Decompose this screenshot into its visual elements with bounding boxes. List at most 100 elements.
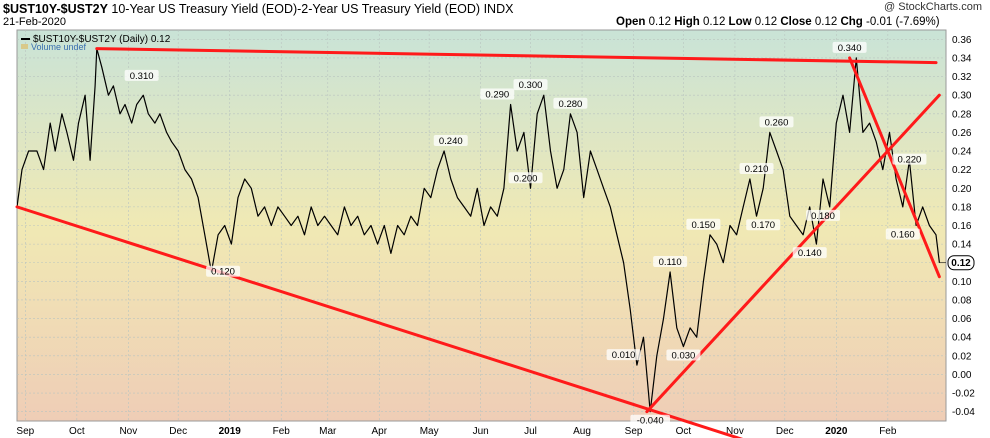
annotations: 0.310 0.120 0.240 0.290 0.300 0.200 0.280 0.010… [124, 41, 927, 427]
y-tick-label: 0.20 [952, 184, 972, 195]
high-label: High [674, 16, 700, 28]
chart-header: $UST10Y-$UST2Y 10-Year US Treasury Yield… [0, 0, 990, 30]
annotation-bg [746, 219, 781, 231]
low-value: 0.12 [754, 16, 778, 28]
y-tick-label: 0.34 [952, 53, 972, 64]
annotation-bg [206, 265, 241, 277]
last-value-badge [947, 255, 975, 271]
annotation-label: 0.170 [751, 220, 775, 231]
chg-label: Chg [840, 16, 863, 28]
y-tick-label: -0.04 [952, 407, 975, 418]
annotation-label: 0.150 [691, 220, 715, 231]
open-value: 0.12 [648, 16, 671, 28]
x-tick-label: Aug [573, 426, 591, 437]
annotation-label: 0.310 [130, 71, 154, 82]
annotation-label: 0.160 [891, 230, 915, 241]
annotation-label: 0.030 [672, 351, 696, 362]
y-tick-label: 0.26 [952, 128, 972, 139]
y-tick-label: 0.24 [952, 147, 972, 158]
x-tick-label: Jul [524, 426, 537, 437]
annotation-label: 0.260 [765, 117, 789, 128]
low-label: Low [728, 16, 752, 28]
last-value-label: 0.12 [951, 258, 971, 269]
x-tick-label: 2019 [219, 426, 242, 437]
annotation-label: 0.140 [798, 248, 822, 259]
y-tick-label: 0.22 [952, 165, 972, 176]
y-tick-label: -0.02 [952, 389, 975, 400]
annotation-label: 0.120 [211, 267, 235, 278]
price-series [17, 47, 940, 413]
x-tick-label: Dec [169, 426, 187, 437]
annotation-label: 0.110 [659, 257, 682, 268]
annotation-label: 0.340 [838, 43, 862, 54]
annotation-bg [666, 349, 701, 361]
x-tick-label: Feb [879, 426, 897, 437]
y-axis: 0.36 0.34 0.32 0.30 0.28 0.26 0.24 0.22 0.20 0.18… [952, 35, 975, 418]
high-value: 0.12 [702, 16, 726, 28]
ohlc-readout: Open 0.12 High 0.12 Low 0.12 Close 0.12 … [616, 16, 940, 28]
annotation-bg [433, 135, 468, 147]
annotation-bg [606, 349, 641, 361]
annotation-bg [806, 209, 841, 221]
x-tick-label: May [420, 426, 439, 437]
annotation-bg [892, 153, 927, 165]
annotation-label: 0.010 [612, 350, 636, 361]
annotation-bg [630, 414, 670, 426]
x-tick-label: Oct [676, 426, 692, 437]
y-tick-label: 0.32 [952, 72, 972, 83]
trendline [95, 47, 938, 65]
x-tick-label: Sep [625, 426, 643, 437]
x-tick-label: Dec [776, 426, 794, 437]
y-tick-label: 0.28 [952, 109, 972, 120]
y-tick-label: 0.04 [952, 333, 972, 344]
annotation-bg [124, 69, 159, 81]
x-tick-label: Jun [473, 426, 489, 437]
annotation-label: 0.220 [898, 155, 922, 166]
chart-title: $UST10Y-$UST2Y 10-Year US Treasury Yield… [3, 2, 513, 16]
annotation-bg [480, 88, 515, 100]
annotation-bg [885, 228, 920, 240]
close-label: Close [780, 16, 812, 28]
legend-volume-label: Volume undef [31, 42, 87, 52]
y-tick-label: 0.08 [952, 295, 972, 306]
annotation-label: 0.300 [519, 80, 543, 91]
annotation-label: 0.240 [439, 136, 463, 147]
legend-volume-swatch [21, 44, 28, 49]
trendline [15, 205, 744, 438]
last-value-marker: 0.12 [939, 255, 975, 271]
y-tick-label: 0.30 [952, 91, 972, 102]
annotation-bg [759, 116, 794, 128]
y-tick-label: 0.02 [952, 351, 972, 362]
annotation-label: -0.040 [637, 416, 664, 427]
annotation-bg [508, 172, 543, 184]
chart-date: 21-Feb-2020 [3, 16, 66, 28]
x-tick-label: Mar [319, 426, 337, 437]
y-tick-label: 0.36 [952, 35, 972, 46]
symbol: $UST10Y-$UST2Y [3, 2, 108, 16]
y-tick-label: 0.10 [952, 277, 972, 288]
x-tick-label: Feb [273, 426, 291, 437]
symbol-description: 10-Year US Treasury Yield (EOD)-2-Year U… [111, 2, 481, 16]
x-axis: Sep Oct Nov Dec 2019 Feb Mar Apr May Jun Jul Aug Sep… [16, 426, 896, 437]
x-tick-label: Sep [16, 426, 34, 437]
close-value: 0.12 [814, 16, 838, 28]
legend-series-label: $UST10Y-$UST2Y (Daily) 0.12 [33, 34, 171, 45]
x-tick-label: Apr [372, 426, 388, 437]
y-tick-label: 0.00 [952, 370, 972, 381]
annotation-bg [653, 256, 688, 268]
trendline [848, 56, 941, 279]
y-tick-label: 0.16 [952, 221, 972, 232]
annotation-bg [513, 79, 548, 91]
x-tick-label: Nov [119, 426, 137, 437]
annotation-label: 0.200 [514, 173, 538, 184]
legend: $UST10Y-$UST2Y (Daily) 0.12 Volume undef [21, 34, 171, 52]
annotation-bg [832, 41, 867, 53]
annotation-label: 0.290 [485, 89, 509, 100]
y-tick-label: 0.06 [952, 314, 972, 325]
annotation-label: 0.210 [745, 164, 769, 175]
chg-value: -0.01 (-7.69%) [866, 16, 940, 28]
annotation-label: 0.280 [559, 99, 583, 110]
exchange: INDX [483, 2, 514, 16]
annotation-bg [792, 247, 827, 259]
